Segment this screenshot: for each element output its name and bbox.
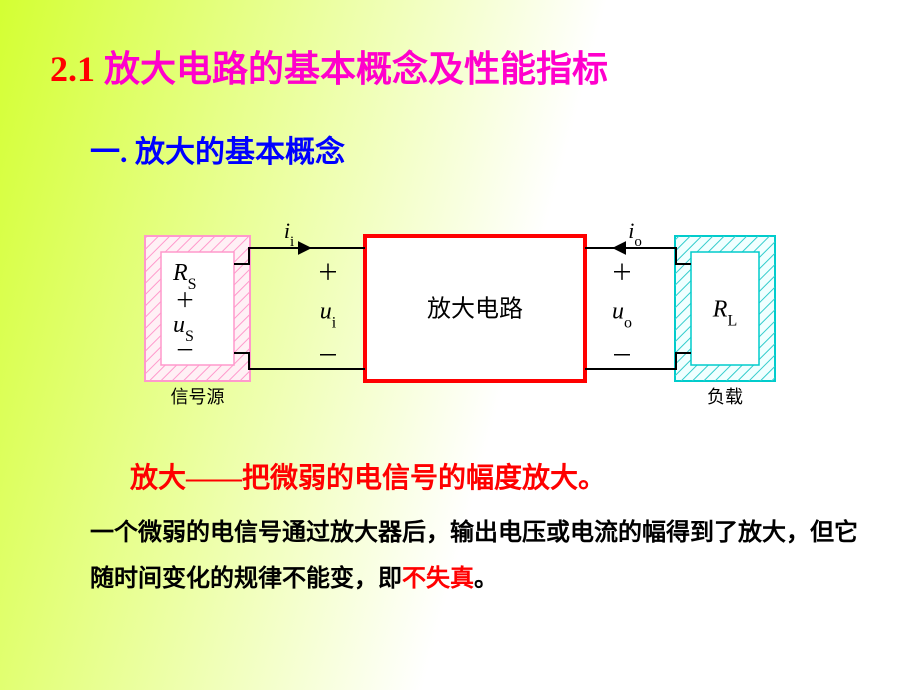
paragraph-highlight: 不失真: [402, 566, 474, 592]
svg-text:负载: 负载: [707, 387, 743, 407]
svg-text:＋: ＋: [317, 260, 339, 285]
svg-text:－: －: [611, 343, 633, 368]
slide: 2.1 放大电路的基本概念及性能指标 一. 放大的基本概念 RS＋uS－信号源放…: [0, 0, 920, 690]
svg-text:ui: ui: [320, 299, 337, 332]
svg-text:－: －: [317, 343, 339, 368]
definition-text: 把微弱的电信号的幅度放大。: [242, 463, 606, 494]
amplifier-block-diagram: RS＋uS－信号源放大电路RL负载iiio＋ui－＋uo－: [130, 196, 790, 426]
definition-dash: ——: [186, 463, 242, 494]
definition-prefix: 放大: [130, 463, 186, 494]
section-number: 2.1: [50, 49, 95, 89]
svg-text:uo: uo: [612, 299, 632, 332]
svg-text:＋: ＋: [611, 260, 633, 285]
diagram-container: RS＋uS－信号源放大电路RL负载iiio＋ui－＋uo－: [50, 196, 870, 426]
section-title-text: 放大电路的基本概念及性能指标: [104, 49, 608, 89]
svg-text:信号源: 信号源: [171, 387, 225, 407]
svg-text:－: －: [175, 340, 195, 362]
subtitle: 一. 放大的基本概念: [90, 127, 870, 171]
definition-line: 放大——把微弱的电信号的幅度放大。: [130, 456, 870, 496]
svg-text:放大电路: 放大电路: [427, 296, 523, 323]
svg-text:ii: ii: [284, 218, 294, 250]
section-title: 2.1 放大电路的基本概念及性能指标: [50, 40, 870, 92]
paragraph: 一个微弱的电信号通过放大器后，输出电压或电流的幅得到了放大，但它随时间变化的规律…: [90, 511, 870, 602]
paragraph-part-b: 。: [474, 566, 498, 592]
body-text: 放大——把微弱的电信号的幅度放大。 一个微弱的电信号通过放大器后，输出电压或电流…: [90, 456, 870, 602]
svg-text:io: io: [628, 218, 642, 250]
svg-text:＋: ＋: [175, 290, 195, 312]
